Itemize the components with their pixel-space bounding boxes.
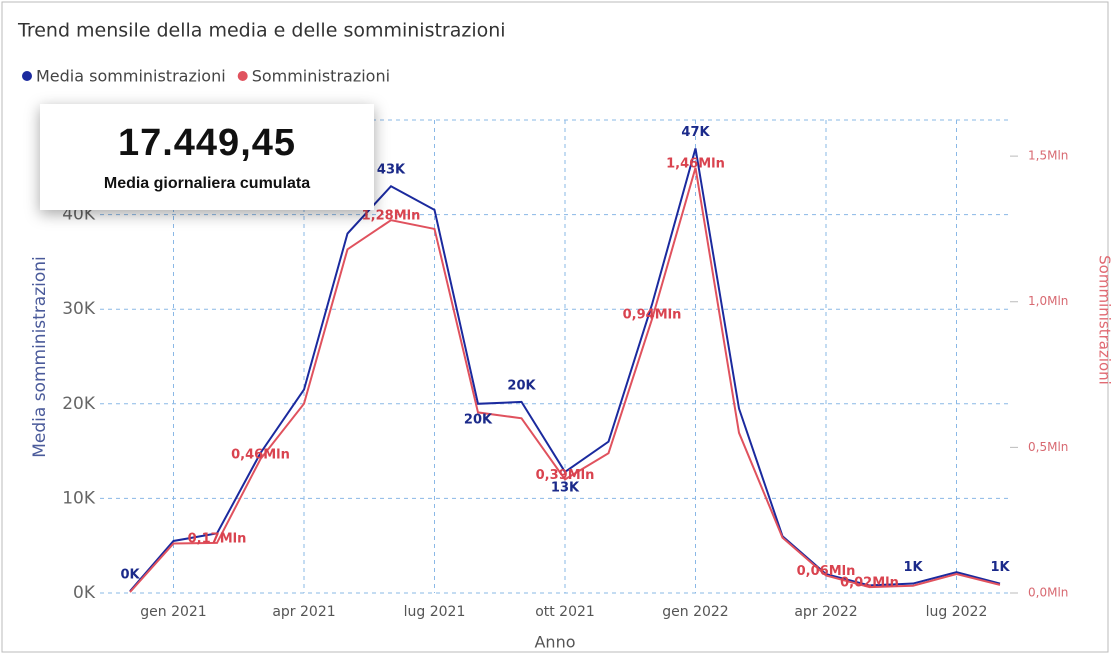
x-tick-label: lug 2021	[404, 604, 466, 620]
data-label: 1,28Mln	[362, 209, 421, 224]
x-axis-title: Anno	[534, 633, 575, 652]
kpi-label: Media giornaliera cumulata	[103, 175, 311, 192]
data-label: 13K	[551, 480, 580, 495]
data-label: 43K	[377, 163, 406, 178]
y-tick-label: 30K	[62, 299, 96, 319]
y2-tick-label: 0,0Mln	[1028, 586, 1068, 600]
x-tick-label: ott 2021	[535, 604, 595, 620]
y-tick-label: 20K	[62, 394, 96, 414]
y-axis-title: Media somministrazioni	[30, 256, 50, 458]
data-label: 1,46Mln	[666, 156, 725, 171]
legend-marker	[237, 71, 248, 81]
y2-tick-label: 1,5Mln	[1028, 149, 1068, 163]
data-label: 0,39Mln	[536, 468, 595, 483]
y-tick-label: 0K	[73, 583, 96, 603]
data-label: 0,94Mln	[623, 308, 682, 323]
data-label: 1K	[990, 560, 1010, 575]
data-label: 0,17Mln	[188, 531, 247, 546]
kpi-value: 17.449,45	[117, 122, 297, 164]
data-label: 0,02Mln	[840, 576, 899, 591]
data-label: 47K	[681, 125, 710, 140]
data-label: 0,46Mln	[231, 448, 290, 463]
data-label: 0K	[120, 568, 140, 583]
data-label: 0,06Mln	[797, 564, 856, 579]
data-label: 20K	[464, 412, 493, 427]
x-tick-label: lug 2022	[926, 604, 988, 620]
y2-axis-title: Somministrazioni	[1096, 255, 1111, 385]
x-tick-label: apr 2021	[272, 604, 335, 620]
legend-label: Media somministrazioni	[36, 67, 226, 86]
series-line	[129, 148, 1001, 592]
x-tick-label: apr 2022	[794, 604, 857, 620]
legend-marker	[22, 71, 32, 81]
x-tick-label: gen 2021	[140, 604, 206, 620]
y2-tick-label: 1,0Mln	[1028, 294, 1068, 308]
data-label: 20K	[507, 378, 536, 393]
series-line	[129, 167, 1001, 593]
kpi-card: 17.449,45 Media giornaliera cumulata	[40, 104, 374, 210]
legend-label: Somministrazioni	[252, 67, 390, 86]
x-tick-label: gen 2022	[662, 604, 728, 620]
chart-title: Trend mensile della media e delle sommin…	[17, 20, 506, 42]
y-tick-label: 10K	[62, 488, 96, 508]
y2-tick-label: 0,5Mln	[1028, 440, 1068, 454]
data-label: 1K	[903, 560, 923, 575]
